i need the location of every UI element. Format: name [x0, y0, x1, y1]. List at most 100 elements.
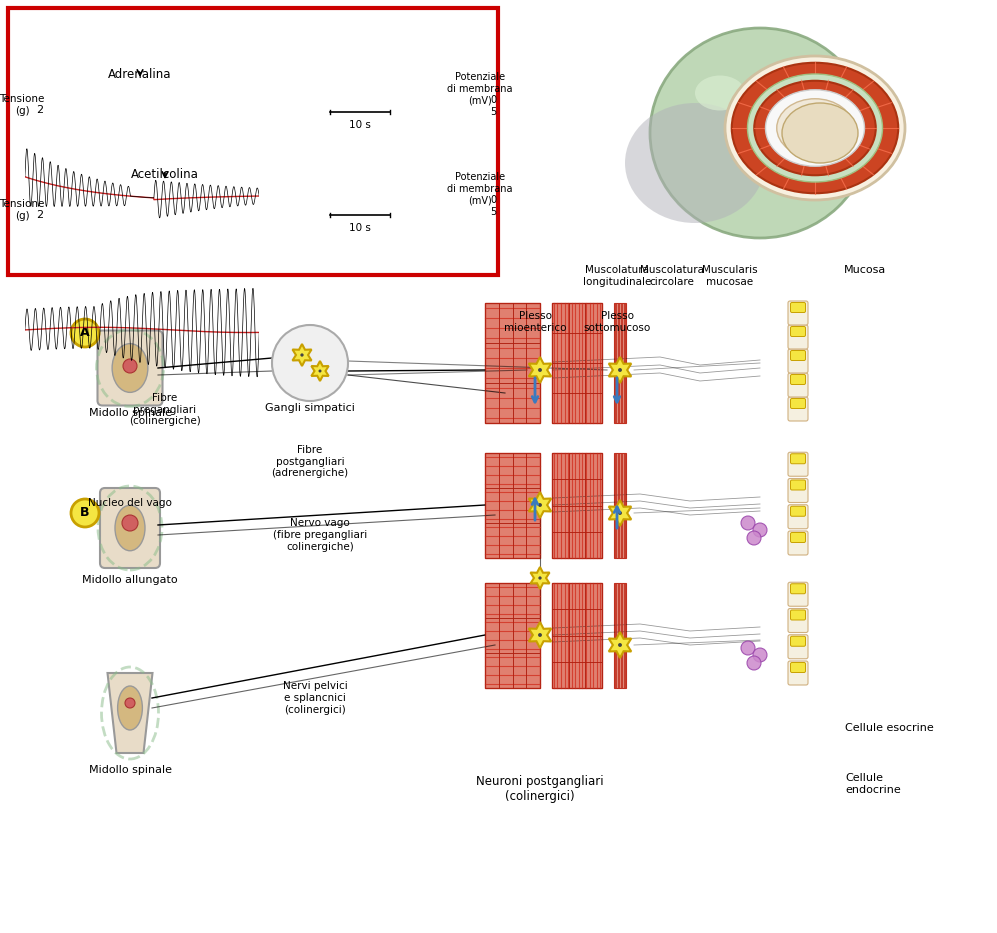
Ellipse shape	[782, 103, 858, 163]
Bar	[485, 583, 498, 618]
Bar	[498, 523, 512, 558]
Bar	[585, 393, 602, 423]
Bar	[568, 333, 585, 363]
FancyBboxPatch shape	[791, 584, 806, 593]
Text: Plesso
sottomucoso: Plesso sottomucoso	[583, 311, 651, 332]
Circle shape	[123, 359, 137, 373]
Bar	[512, 523, 526, 558]
FancyBboxPatch shape	[788, 505, 808, 529]
Bar	[614, 583, 626, 688]
Circle shape	[538, 503, 542, 507]
Bar	[585, 363, 602, 393]
Bar	[498, 618, 512, 653]
Bar	[568, 303, 585, 333]
Circle shape	[272, 325, 348, 401]
Text: Adrenalina: Adrenalina	[109, 68, 171, 81]
Bar	[552, 635, 568, 661]
Circle shape	[122, 515, 138, 531]
Polygon shape	[609, 632, 631, 658]
FancyBboxPatch shape	[788, 301, 808, 325]
Bar	[498, 343, 512, 383]
Text: Gangli simpatici: Gangli simpatici	[265, 403, 355, 413]
Bar	[485, 618, 498, 653]
Polygon shape	[528, 492, 551, 518]
Bar	[485, 653, 498, 688]
Ellipse shape	[758, 65, 793, 91]
Text: 5: 5	[490, 107, 497, 117]
Ellipse shape	[748, 74, 882, 182]
Bar	[512, 303, 526, 343]
FancyBboxPatch shape	[791, 636, 806, 647]
Bar	[485, 303, 540, 423]
Circle shape	[753, 523, 767, 537]
Bar	[526, 453, 540, 488]
FancyBboxPatch shape	[788, 582, 808, 606]
FancyBboxPatch shape	[788, 479, 808, 503]
Circle shape	[538, 634, 542, 637]
Circle shape	[741, 641, 755, 655]
Text: Muscularis
mucosae: Muscularis mucosae	[702, 265, 758, 286]
Bar	[585, 532, 602, 558]
Ellipse shape	[777, 99, 853, 158]
Circle shape	[538, 577, 541, 579]
Circle shape	[318, 369, 321, 372]
Bar	[552, 363, 568, 393]
FancyBboxPatch shape	[788, 608, 808, 633]
Bar	[585, 506, 602, 532]
Bar	[552, 609, 568, 635]
Text: Potenziale
di membrana
(mV): Potenziale di membrana (mV)	[448, 172, 512, 205]
Bar	[526, 618, 540, 653]
Bar	[585, 661, 602, 688]
FancyBboxPatch shape	[791, 374, 806, 384]
Text: Midollo spinale: Midollo spinale	[89, 765, 171, 775]
FancyBboxPatch shape	[788, 325, 808, 349]
Bar	[526, 488, 540, 523]
FancyBboxPatch shape	[98, 330, 163, 406]
Text: Tensione
(g): Tensione (g)	[0, 94, 45, 116]
FancyBboxPatch shape	[791, 480, 806, 490]
Bar	[485, 523, 498, 558]
Bar	[585, 635, 602, 661]
FancyBboxPatch shape	[788, 453, 808, 476]
Bar	[498, 383, 512, 423]
Text: 2: 2	[37, 105, 44, 115]
Bar	[485, 583, 540, 688]
Ellipse shape	[725, 56, 905, 200]
Circle shape	[753, 648, 767, 662]
Text: Potenziale
di membrana
(mV): Potenziale di membrana (mV)	[448, 72, 512, 105]
FancyBboxPatch shape	[791, 398, 806, 409]
Circle shape	[741, 516, 755, 530]
Text: 2: 2	[37, 210, 44, 220]
Text: Muscolatura
longitudinale: Muscolatura longitudinale	[583, 265, 651, 286]
Ellipse shape	[755, 81, 875, 175]
Ellipse shape	[625, 103, 765, 223]
FancyBboxPatch shape	[788, 373, 808, 397]
Bar	[526, 303, 540, 343]
Bar	[552, 532, 568, 558]
Circle shape	[71, 319, 99, 347]
Bar	[585, 303, 602, 333]
Text: Mucosa: Mucosa	[843, 265, 886, 275]
Bar	[498, 453, 512, 488]
Text: Plesso
mioenterico: Plesso mioenterico	[503, 311, 566, 332]
Bar	[552, 583, 602, 688]
FancyBboxPatch shape	[100, 488, 160, 568]
Circle shape	[618, 511, 622, 515]
Bar	[485, 453, 540, 558]
Bar	[585, 453, 602, 480]
Circle shape	[71, 499, 99, 527]
Text: Cellule
endocrine: Cellule endocrine	[845, 773, 900, 795]
FancyBboxPatch shape	[791, 662, 806, 673]
Text: Cellule esocrine: Cellule esocrine	[845, 723, 934, 733]
Circle shape	[618, 368, 622, 372]
FancyBboxPatch shape	[791, 351, 806, 360]
Text: A: A	[80, 327, 90, 340]
Bar	[614, 303, 626, 423]
Bar	[512, 383, 526, 423]
Ellipse shape	[766, 90, 864, 166]
FancyBboxPatch shape	[791, 302, 806, 313]
Bar	[526, 583, 540, 618]
Bar	[585, 609, 602, 635]
Bar	[512, 453, 526, 488]
Text: Neuroni postgangliari
(colinergici): Neuroni postgangliari (colinergici)	[477, 775, 604, 803]
